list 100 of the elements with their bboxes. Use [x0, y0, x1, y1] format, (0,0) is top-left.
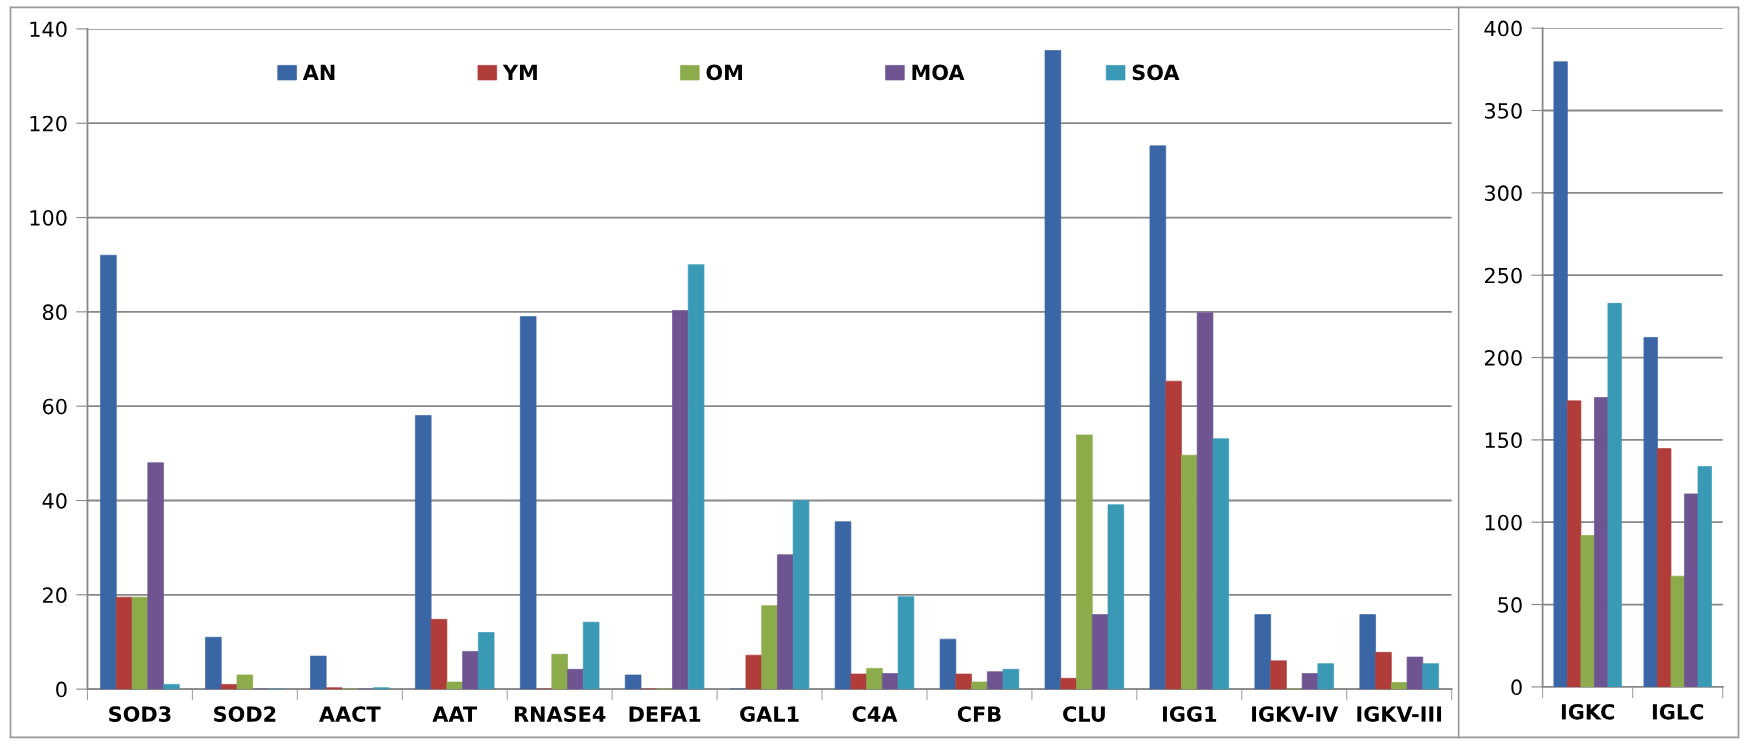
bar [939, 638, 957, 690]
x-tick-label: RNASE4 [514, 706, 606, 722]
legend-label: MOA [912, 64, 965, 81]
y-tick-label: 20 [43, 587, 67, 604]
bar [446, 681, 463, 690]
legend-label: SOA [1132, 64, 1180, 81]
bar [115, 596, 133, 690]
y-tick-label: 0 [56, 681, 67, 698]
bar [462, 651, 479, 690]
bar [1060, 677, 1077, 690]
y-tick-label: 50 [1498, 597, 1522, 613]
bar [131, 596, 149, 690]
bar [1254, 614, 1271, 690]
bar [850, 673, 867, 690]
x-tick-label: AACT [319, 706, 381, 722]
y-tick-label: 300 [1485, 185, 1522, 202]
x-tick-label: C4A [852, 706, 898, 722]
bar [478, 632, 495, 690]
bar [1270, 660, 1287, 690]
legend-label: AN [302, 64, 335, 80]
bar [582, 621, 600, 690]
bar [761, 605, 778, 690]
x-tick-label: CFB [957, 706, 1001, 722]
bar [1697, 466, 1712, 687]
bar [687, 264, 705, 690]
y-tick-label: 150 [1485, 432, 1522, 449]
bar [310, 655, 327, 690]
bar [236, 674, 254, 690]
bar [882, 673, 899, 690]
bar [567, 668, 584, 690]
x-tick-label: IGKV-IV [1252, 706, 1339, 722]
bar [1553, 61, 1568, 687]
bar [897, 596, 915, 690]
bar [1091, 614, 1109, 690]
bar [205, 636, 222, 690]
x-tick-label: CLU [1063, 706, 1105, 722]
x-tick-label: SOD3 [109, 706, 171, 722]
bar [1002, 668, 1020, 690]
bar [672, 310, 689, 690]
x-tick-label: SOD2 [214, 706, 276, 722]
bar [971, 681, 988, 690]
y-tick-label: 60 [42, 398, 67, 415]
bar [1181, 454, 1198, 690]
bar [834, 521, 852, 690]
bar [220, 684, 238, 690]
y-tick-label: 80 [42, 304, 67, 321]
bar [986, 671, 1004, 690]
bar [1643, 337, 1658, 687]
bar [1390, 682, 1408, 690]
bar [745, 654, 763, 690]
x-tick-label: IGKC [1561, 703, 1614, 720]
y-tick-label: 400 [1484, 20, 1522, 37]
bar [415, 415, 432, 690]
bar [1594, 397, 1609, 687]
bar [624, 674, 642, 690]
y-tick-label: 200 [1484, 349, 1522, 366]
y-tick-label: 0 [1511, 679, 1522, 696]
bar [1301, 673, 1319, 690]
y-tick-label: 100 [30, 209, 67, 226]
legend-label: OM [706, 64, 742, 81]
y-tick-label: 100 [1485, 514, 1522, 531]
bar [100, 254, 117, 690]
bar [955, 673, 972, 690]
bar [1196, 312, 1214, 690]
x-tick-label: AAT [432, 706, 478, 722]
x-tick-label: IGG1 [1163, 706, 1217, 722]
bar [163, 684, 180, 690]
bar [866, 668, 883, 690]
bar [147, 462, 164, 690]
bar [1684, 493, 1699, 687]
bar [1406, 656, 1424, 690]
x-tick-label: IGLC [1652, 703, 1704, 720]
bar [1670, 575, 1685, 687]
bar [1657, 448, 1672, 687]
bar [1044, 50, 1062, 690]
bar [1375, 652, 1392, 690]
y-tick-label: 350 [1485, 102, 1522, 119]
legend-label: YM [502, 64, 537, 80]
bar [551, 653, 568, 690]
y-tick-label: 250 [1484, 267, 1522, 284]
bar [1107, 504, 1125, 690]
x-tick-label: DEFA1 [629, 706, 701, 722]
y-tick-label: 40 [42, 492, 67, 509]
bar [777, 554, 794, 690]
y-tick-label: 140 [30, 21, 67, 38]
x-tick-label: GAL1 [740, 706, 799, 722]
y-tick-label: 120 [30, 115, 67, 132]
bar [1076, 434, 1093, 690]
bar [1165, 380, 1182, 690]
bar [1149, 145, 1167, 690]
bar [1317, 663, 1334, 690]
bar [519, 316, 537, 690]
bar [1567, 400, 1582, 687]
x-tick-label: IGKV-III [1357, 706, 1442, 722]
bar [792, 500, 810, 690]
bar [1422, 663, 1439, 690]
bar [1212, 438, 1230, 690]
bar [1580, 535, 1595, 687]
bar [1607, 303, 1622, 687]
bar [430, 618, 448, 690]
